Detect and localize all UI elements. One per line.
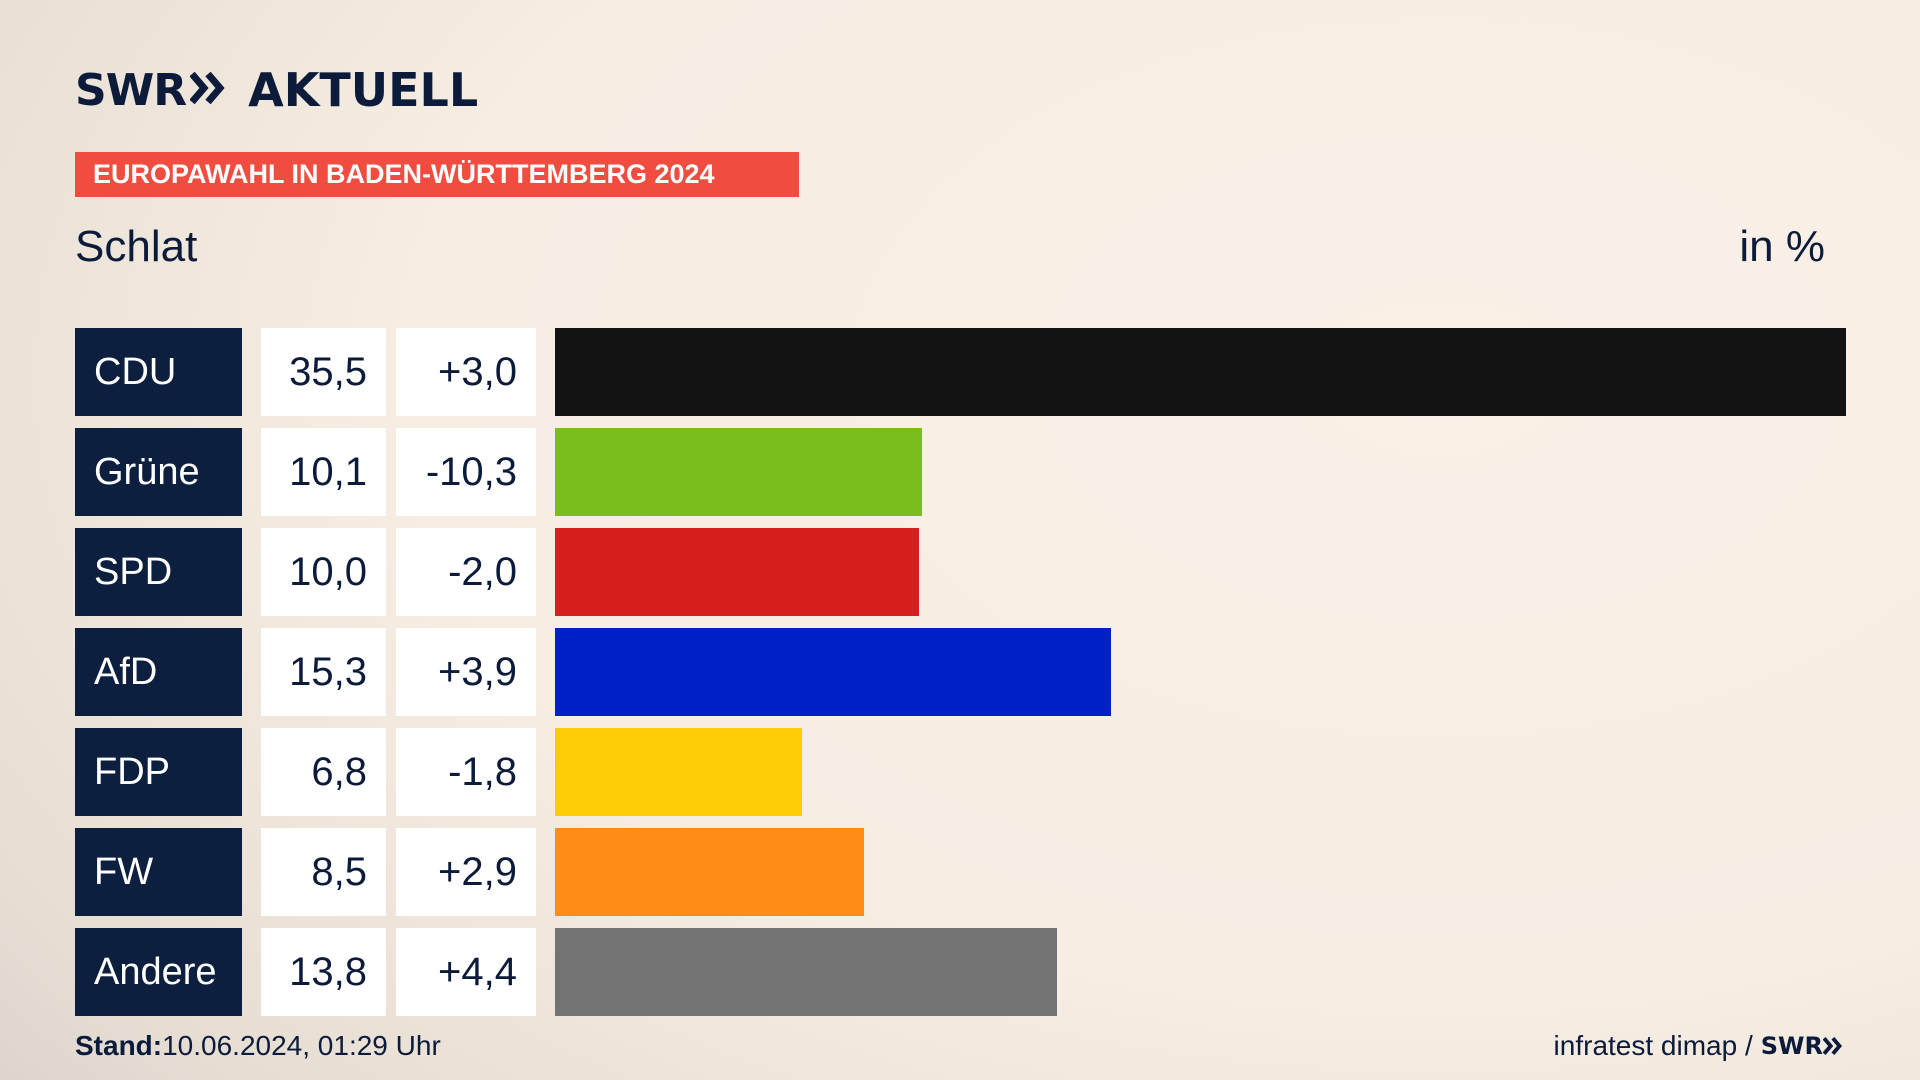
banner-text: EUROPAWAHL IN BADEN-WÜRTTEMBERG 2024 <box>93 159 715 189</box>
vote-share-bar <box>555 728 803 816</box>
party-label: FDP <box>75 728 242 816</box>
vote-share-label: 6,8 <box>261 728 386 816</box>
brand-text: SWR <box>75 64 187 116</box>
vote-share-label: 35,5 <box>261 328 386 416</box>
party-label: Grüne <box>75 428 242 516</box>
vote-share-bar <box>555 928 1057 1016</box>
change-label: -1,8 <box>396 728 536 816</box>
party-label: SPD <box>75 528 242 616</box>
result-row: AfD 15,3 +3,9 <box>75 628 1846 716</box>
timestamp: Stand:10.06.2024, 01:29 Uhr <box>75 1030 441 1062</box>
place-title: Schlat <box>75 222 198 271</box>
vote-share-bar <box>555 528 919 616</box>
source-text: infratest dimap / <box>1553 1030 1753 1061</box>
brand-wordmark: SWR <box>75 65 230 116</box>
swr-aktuell-logo: SWR AKTUELL <box>75 63 479 117</box>
result-row: CDU 35,5 +3,0 <box>75 328 1846 416</box>
change-label: -10,3 <box>396 428 536 516</box>
result-row: FW 8,5 +2,9 <box>75 828 1846 916</box>
stand-label: Stand: <box>75 1030 163 1061</box>
result-row: Andere 13,8 +4,4 <box>75 928 1846 1016</box>
double-chevron-icon <box>189 65 230 116</box>
result-row: FDP 6,8 -1,8 <box>75 728 1846 816</box>
vote-share-label: 15,3 <box>261 628 386 716</box>
vote-share-label: 10,0 <box>261 528 386 616</box>
party-label: Andere <box>75 928 242 1016</box>
footer-brand-text: SWR <box>1760 1032 1823 1060</box>
party-label: FW <box>75 828 242 916</box>
change-label: +2,9 <box>396 828 536 916</box>
vote-share-label: 10,1 <box>261 428 386 516</box>
party-label: CDU <box>75 328 242 416</box>
result-row: SPD 10,0 -2,0 <box>75 528 1846 616</box>
source-credit: infratest dimap / SWR <box>1554 1030 1845 1062</box>
change-label: -2,0 <box>396 528 536 616</box>
double-chevron-icon <box>1823 1037 1843 1055</box>
stand-value: 10.06.2024, 01:29 Uhr <box>162 1030 441 1061</box>
section-title: AKTUELL <box>248 63 479 117</box>
vote-share-bar <box>555 328 1846 416</box>
change-label: +3,9 <box>396 628 536 716</box>
footer-brand: SWR <box>1761 1032 1845 1060</box>
result-row: Grüne 10,1 -10,3 <box>75 428 1846 516</box>
vote-share-label: 8,5 <box>261 828 386 916</box>
vote-share-label: 13,8 <box>261 928 386 1016</box>
vote-share-bar <box>555 828 865 916</box>
vote-share-bar <box>555 628 1112 716</box>
unit-label: in % <box>1739 222 1825 271</box>
election-banner: EUROPAWAHL IN BADEN-WÜRTTEMBERG 2024 <box>75 152 799 197</box>
change-label: +3,0 <box>396 328 536 416</box>
change-label: +4,4 <box>396 928 536 1016</box>
party-label: AfD <box>75 628 242 716</box>
vote-share-bar <box>555 428 923 516</box>
